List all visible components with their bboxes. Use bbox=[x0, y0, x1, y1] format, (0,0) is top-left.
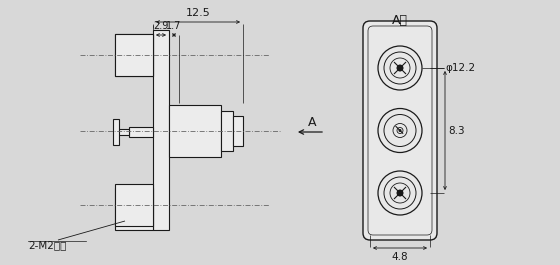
Circle shape bbox=[396, 189, 404, 197]
Circle shape bbox=[399, 129, 402, 132]
Bar bbox=[115, 184, 153, 226]
Bar bbox=[153, 30, 169, 230]
Text: 12.5: 12.5 bbox=[185, 8, 211, 18]
Bar bbox=[115, 34, 153, 76]
Circle shape bbox=[396, 64, 404, 72]
Text: 8.3: 8.3 bbox=[448, 126, 465, 135]
Text: 2.9: 2.9 bbox=[153, 21, 169, 31]
Text: 4.8: 4.8 bbox=[391, 252, 408, 262]
Text: 2-M2螺钉: 2-M2螺钉 bbox=[28, 240, 67, 250]
Text: 1.7: 1.7 bbox=[166, 21, 181, 31]
Text: A: A bbox=[308, 116, 316, 129]
Bar bbox=[115, 34, 153, 76]
Bar bbox=[113, 119, 119, 145]
Text: A向: A向 bbox=[392, 14, 408, 27]
FancyBboxPatch shape bbox=[363, 21, 437, 240]
Bar bbox=[117, 129, 129, 135]
Bar bbox=[169, 105, 221, 157]
Bar bbox=[221, 111, 233, 151]
Bar bbox=[233, 116, 243, 146]
Bar bbox=[129, 127, 153, 137]
Bar bbox=[115, 188, 153, 230]
Text: φ12.2: φ12.2 bbox=[445, 63, 475, 73]
